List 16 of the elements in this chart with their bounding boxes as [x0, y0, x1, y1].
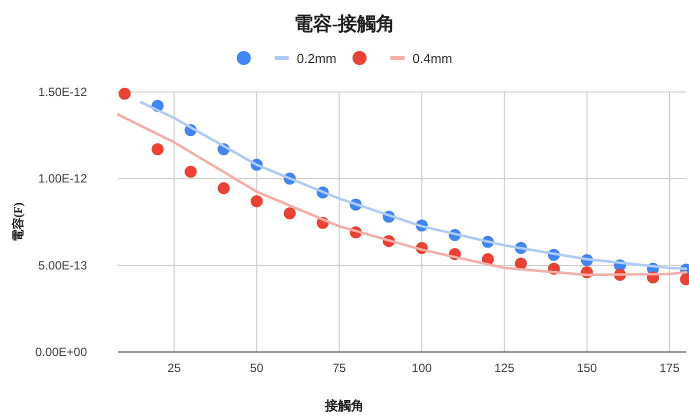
x-tick-label: 25 [167, 361, 182, 375]
y-tick-label: 1.50E-12 [38, 85, 88, 99]
x-tick-label: 150 [576, 361, 598, 375]
x-tick-label: 75 [332, 361, 346, 375]
y-tick-label: 0.00E+00 [35, 345, 88, 359]
chart-title: 電容-接觸角 [294, 13, 396, 35]
legend-label: 0.2mm [296, 51, 336, 66]
y-tick-label: 5.00E-13 [38, 258, 88, 272]
legend-label: 0.4mm [412, 51, 452, 66]
y-axis-title: 電容(F) [11, 202, 25, 242]
y-tick-label: 1.00E-12 [38, 172, 88, 186]
x-tick-label: 125 [494, 361, 515, 375]
x-tick-label: 50 [250, 361, 264, 375]
x-tick-label: 100 [412, 361, 432, 375]
x-axis-title: 接觸角 [324, 398, 364, 413]
x-tick-label: 175 [659, 361, 680, 375]
